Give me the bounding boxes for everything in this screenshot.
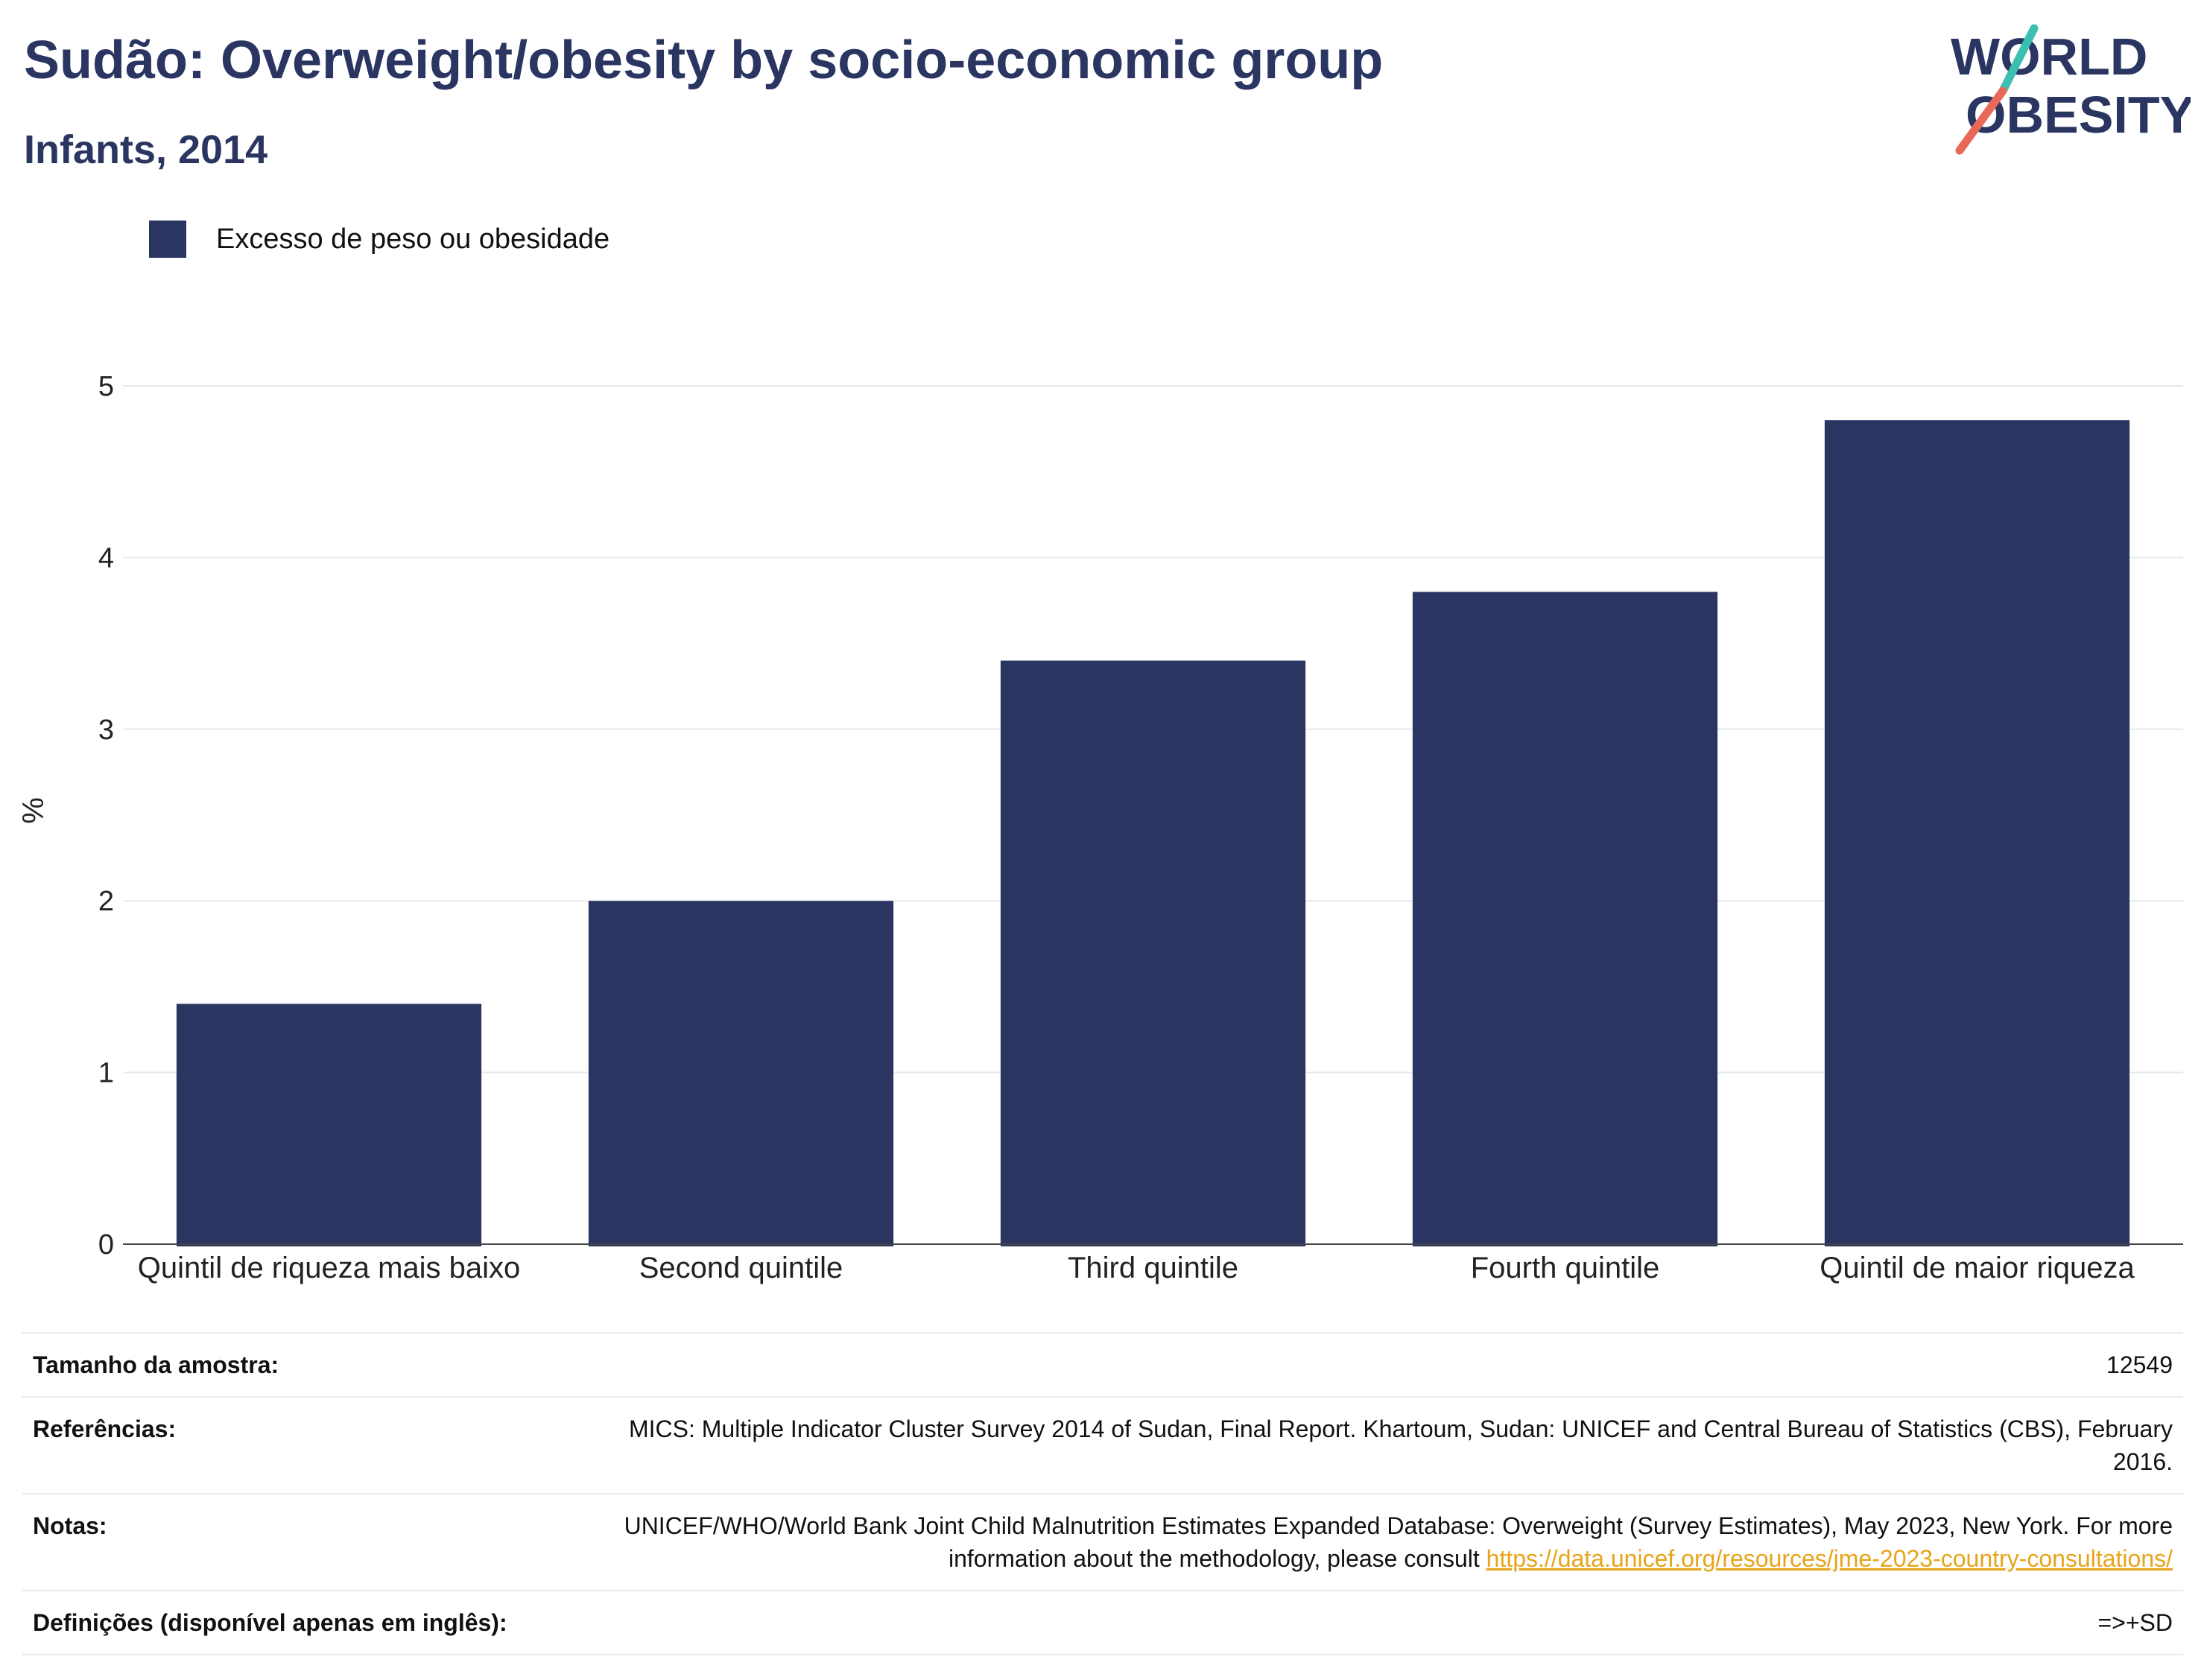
bar[interactable] [588,901,894,1246]
bar[interactable] [1824,420,2130,1246]
definitions-value: =>+SD [2097,1609,2173,1636]
chart-subtitle: Infants, 2014 [24,127,268,172]
bar[interactable] [1412,592,1718,1246]
bar-chart: 0 1 2 3 4 5 Quintil de riqueza mais baixo Seco… [17,371,2183,1284]
bar[interactable] [176,1004,482,1246]
y-tick-label: 2 [98,886,114,917]
definitions-row: Definições (disponível apenas em inglês)… [22,1590,2183,1655]
references-label: Referências: [33,1416,177,1442]
y-axis-label: % [17,797,50,824]
y-tick-label: 4 [98,542,114,574]
notes-label: Notas: [33,1512,107,1539]
notes-link[interactable]: https://data.unicef.org/resources/jme-20… [1486,1545,2173,1572]
x-tick-label: Quintil de maior riqueza [1820,1252,2135,1284]
bars [176,420,2130,1246]
legend-swatch [149,221,186,258]
legend[interactable]: Excesso de peso ou obesidade [149,221,609,258]
chart-title: Sudão: Overweight/obesity by socio-econo… [24,31,1384,90]
references-value: MICS: Multiple Indicator Cluster Survey … [628,1416,2173,1475]
world-obesity-logo: WORLD OBESITY [1951,24,2191,155]
x-tick-label: Quintil de riqueza mais baixo [138,1252,521,1284]
y-axis-ticks: 0 1 2 3 4 5 [98,371,114,1261]
y-tick-label: 1 [98,1058,114,1089]
x-tick-label: Third quintile [1068,1252,1238,1284]
notes-value-wrap: UNICEF/WHO/World Bank Joint Child Malnut… [578,1509,2173,1575]
metadata-table: Tamanho da amostra: 12549 Referências: M… [22,1332,2183,1655]
logo-line1: WORLD [1951,28,2147,86]
definitions-label: Definições (disponível apenas em inglês)… [33,1609,507,1636]
logo-slash-teal [1998,24,2039,95]
sample-size-value: 12549 [2106,1351,2173,1378]
x-tick-label: Fourth quintile [1471,1252,1659,1284]
bar[interactable] [1000,660,1306,1246]
legend-label: Excesso de peso ou obesidade [216,223,610,255]
logo-slash-coral [1955,86,2007,155]
sample-size-label: Tamanho da amostra: [33,1351,279,1378]
notes-value: UNICEF/WHO/World Bank Joint Child Malnut… [624,1512,2173,1572]
sample-size-row: Tamanho da amostra: 12549 [22,1332,2183,1396]
references-row: Referências: MICS: Multiple Indicator Cl… [22,1396,2183,1493]
y-tick-label: 5 [98,371,114,402]
x-tick-label: Second quintile [639,1252,843,1284]
x-axis-ticks: Quintil de riqueza mais baixo Second quin… [138,1252,2135,1284]
y-tick-label: 0 [98,1229,114,1261]
y-tick-label: 3 [98,714,114,746]
notes-row: Notas: UNICEF/WHO/World Bank Joint Child… [22,1493,2183,1590]
